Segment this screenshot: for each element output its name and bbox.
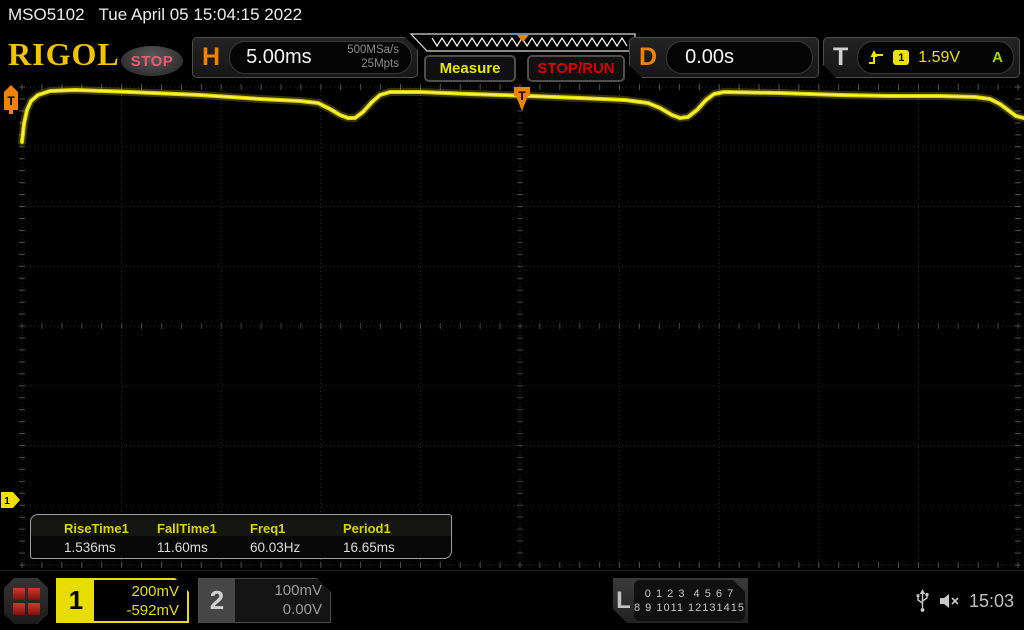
bottom-statusbar: 1 200mV -592mV 2 100mV 0.00V L 0 1 2 3 4…	[0, 570, 1024, 630]
measurement-labels-row: RiseTime1 FallTime1 Freq1 Period1	[31, 515, 451, 536]
trigger-position-strip[interactable]	[410, 33, 637, 53]
titlebar: MSO5102 Tue April 05 15:04:15 2022	[0, 0, 1024, 30]
datetime: Tue April 05 15:04:15 2022	[98, 5, 303, 24]
header-toolbar: RIGOL STOP H 5.00ms 500MSa/s 25Mpts Meas…	[0, 30, 1024, 85]
sample-rate: 500MSa/s	[347, 44, 399, 57]
measurement-values-row: 1.536ms 11.60ms 60.03Hz 16.65ms	[31, 536, 451, 558]
channel1-tab[interactable]: 1 200mV -592mV	[56, 578, 189, 623]
measurement-value: 1.536ms	[64, 540, 116, 555]
trigger-position-marker[interactable]: T	[514, 87, 530, 111]
channel1-readout: 200mV -592mV	[94, 580, 187, 621]
measurement-value: 16.65ms	[343, 540, 395, 555]
horizontal-panel[interactable]: H 5.00ms 500MSa/s 25Mpts	[192, 37, 418, 78]
menu-button[interactable]	[4, 578, 48, 624]
channel2-scale: 100mV	[274, 582, 322, 599]
channel1-scale: 200mV	[131, 583, 179, 600]
measure-button[interactable]: Measure	[424, 55, 516, 82]
measurement-label: Period1	[343, 521, 391, 536]
measurement-panel[interactable]: RiseTime1 FallTime1 Freq1 Period1 1.536m…	[30, 514, 452, 559]
run-state-badge: STOP	[121, 46, 183, 76]
channel1-number: 1	[58, 580, 94, 621]
trigger-level-marker[interactable]: T	[4, 85, 18, 114]
trigger-level-value: 1.59V	[918, 48, 961, 66]
waveform-preview-zigzag	[431, 36, 628, 48]
menu-grid-icon	[13, 588, 40, 615]
stop-run-button[interactable]: STOP/RUN	[527, 55, 625, 82]
trigger-panel[interactable]: T 1 1.59V A	[823, 37, 1020, 78]
logic-channel-numbers: 0 1 2 3 4 5 6 7 8 9 1011 12131415	[634, 580, 745, 621]
logic-channels-tab[interactable]: L 0 1 2 3 4 5 6 7 8 9 1011 12131415	[613, 578, 748, 623]
horizontal-label: H	[202, 43, 221, 71]
memory-depth: 25Mpts	[361, 57, 399, 70]
trigger-label: T	[833, 43, 849, 71]
model-name: MSO5102	[8, 5, 85, 24]
delay-value: 0.00s	[685, 46, 734, 68]
channel2-offset: 0.00V	[282, 601, 322, 618]
measurement-value: 60.03Hz	[250, 540, 301, 555]
logic-label: L	[616, 586, 631, 614]
trigger-position-marker-label: T	[518, 89, 526, 103]
edge-trigger-icon	[868, 50, 884, 65]
clock: 15:03	[968, 590, 1014, 611]
channel1-trace	[18, 86, 1024, 146]
usb-icon	[916, 589, 929, 612]
delay-label: D	[639, 43, 658, 71]
measurement-label: RiseTime1	[64, 521, 129, 536]
channel2-tab[interactable]: 2 100mV 0.00V	[198, 578, 331, 623]
logic-row-2: 8 9 1011 12131415	[634, 601, 745, 614]
strip-trigger-marker	[517, 35, 529, 42]
trigger-mode: A	[992, 49, 1003, 66]
graticule	[19, 84, 1021, 568]
channel1-offset: -592mV	[126, 602, 179, 619]
measurement-value: 11.60ms	[157, 540, 208, 555]
acquisition-info: 500MSa/s 25Mpts	[347, 44, 399, 70]
channel1-offset-marker[interactable]: 1	[1, 492, 20, 508]
rigol-logo: RIGOL	[8, 36, 120, 72]
timebase-value: 5.00ms	[246, 46, 312, 68]
logic-row-1: 0 1 2 3 4 5 6 7	[644, 587, 735, 600]
channel1-offset-marker-label: 1	[4, 496, 10, 507]
channel2-number: 2	[199, 579, 235, 622]
measurement-label: Freq1	[250, 521, 286, 536]
speaker-muted-icon	[939, 594, 959, 608]
channel2-readout: 100mV 0.00V	[235, 579, 330, 622]
measurement-label: FallTime1	[157, 521, 217, 536]
trigger-source-badge: 1	[893, 50, 909, 65]
delay-panel[interactable]: D 0.00s	[629, 37, 819, 78]
trigger-level-marker-label: T	[7, 94, 15, 108]
